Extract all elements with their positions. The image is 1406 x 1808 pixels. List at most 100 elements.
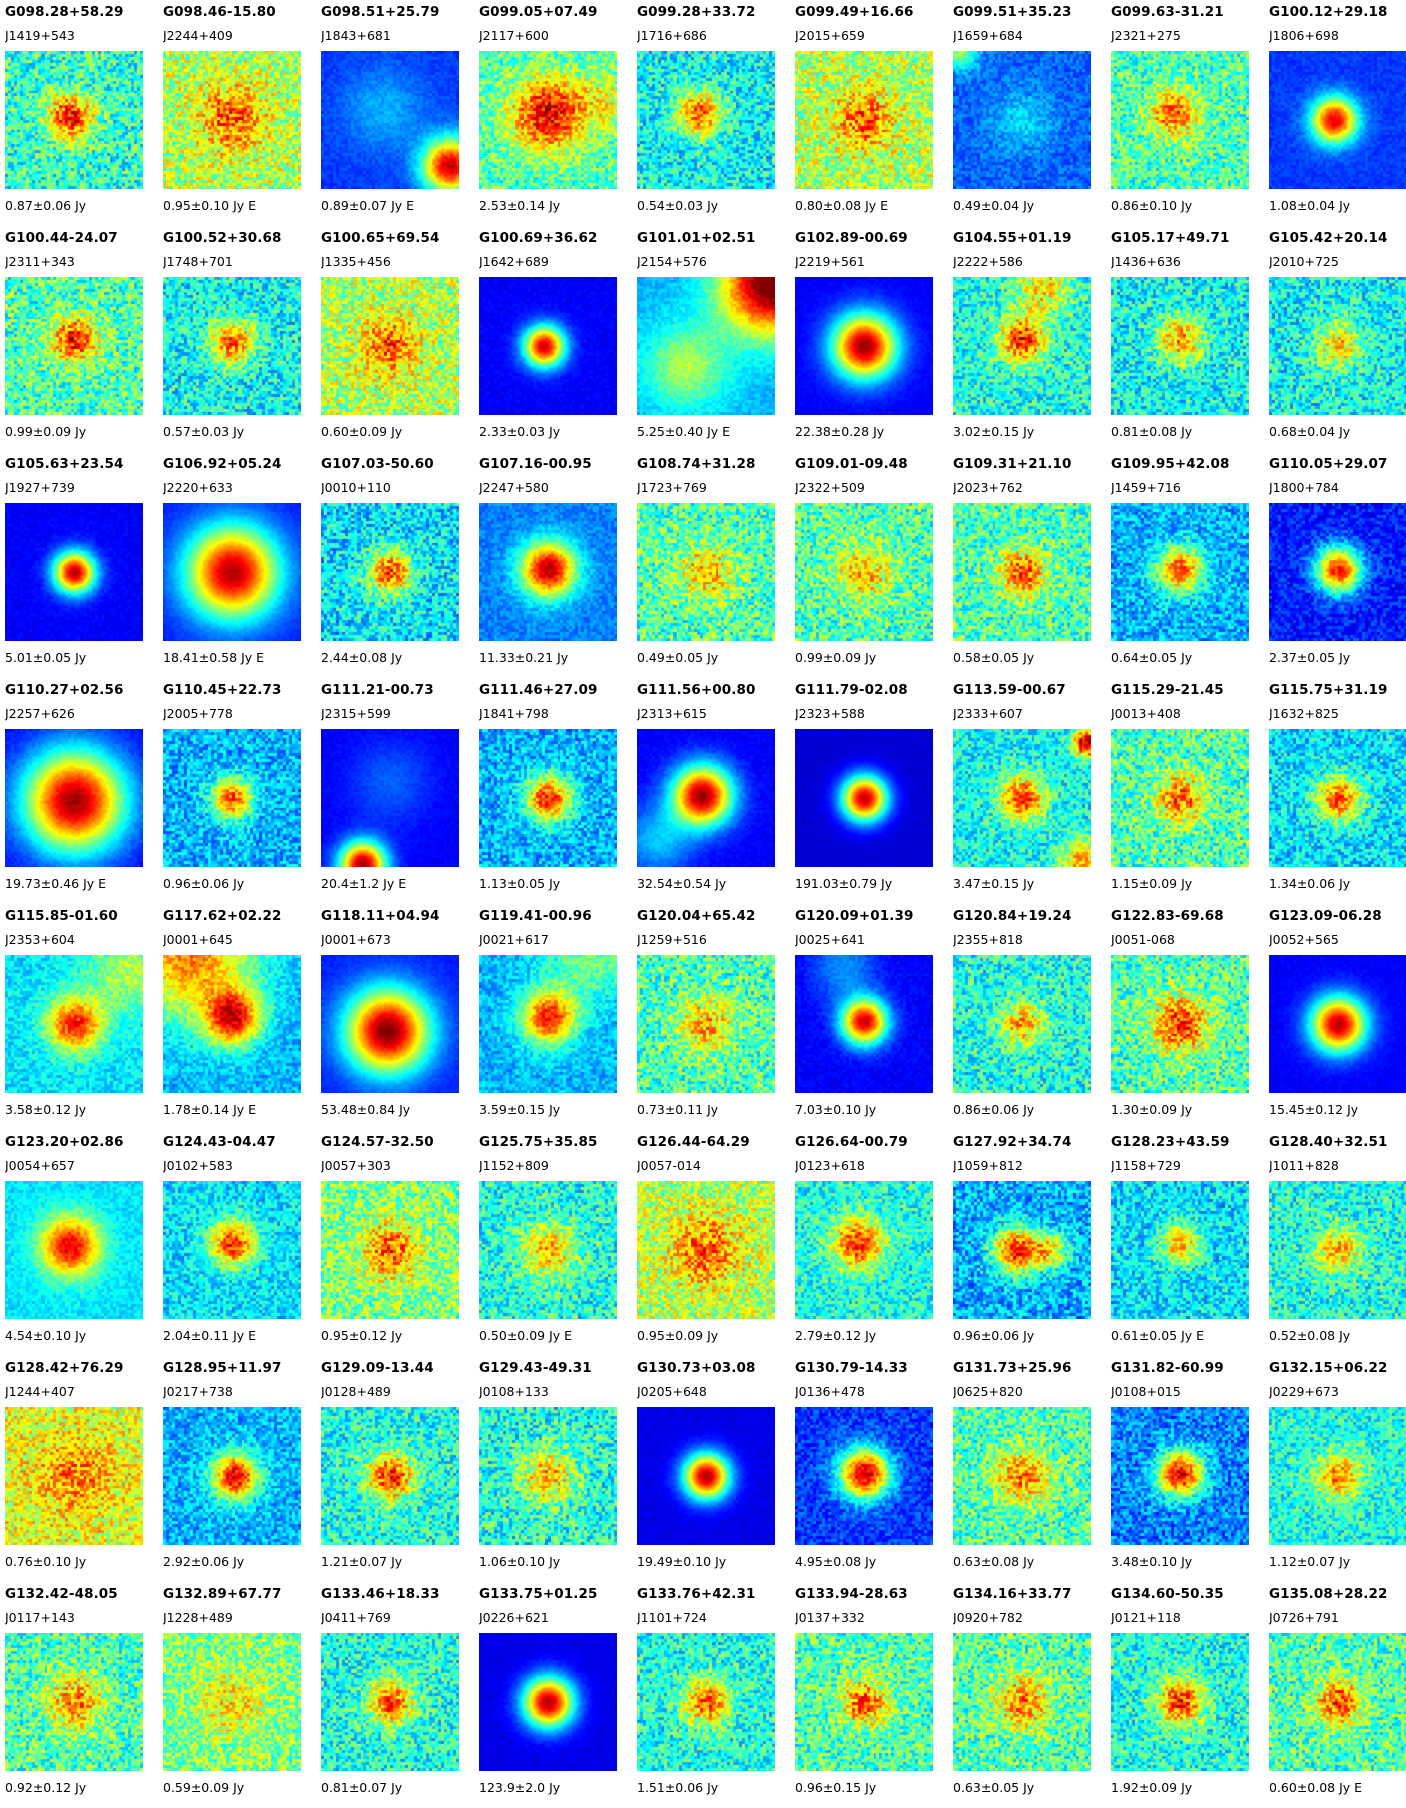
source-thumbnail-image [163,955,301,1093]
source-cell: G107.16-00.95 J2247+580 11.33±0.21 Jy [479,452,637,678]
galactic-name: G111.79-02.08 [795,682,908,698]
flux-density: 0.89±0.07 Jy E [321,198,415,213]
flux-density: 1.12±0.07 Jy [1269,1554,1351,1569]
flux-density: 0.92±0.12 Jy [5,1780,87,1795]
j2000-name: J0205+648 [637,1384,707,1399]
galactic-name: G110.05+29.07 [1269,456,1388,472]
j2000-name: J1748+701 [163,254,233,269]
j2000-name: J0001+645 [163,932,233,947]
j2000-name: J0057-014 [637,1158,701,1173]
source-cell: G110.45+22.73 J2005+778 0.96±0.06 Jy [163,678,321,904]
source-cell: G128.95+11.97 J0217+738 2.92±0.06 Jy [163,1356,321,1582]
source-cell: G098.46-15.80 J2244+409 0.95±0.10 Jy E [163,0,321,226]
flux-density: 1.92±0.09 Jy [1111,1780,1193,1795]
j2000-name: J0920+782 [953,1610,1023,1625]
source-thumbnail-image [1269,51,1406,189]
flux-density: 0.49±0.04 Jy [953,198,1035,213]
galactic-name: G100.65+69.54 [321,230,440,246]
galactic-name: G129.09-13.44 [321,1360,434,1376]
flux-density: 19.49±0.10 Jy [637,1554,727,1569]
source-cell: G098.51+25.79 J1843+681 0.89±0.07 Jy E [321,0,479,226]
galactic-name: G108.74+31.28 [637,456,756,472]
galactic-name: G110.27+02.56 [5,682,124,698]
j2000-name: J0102+583 [163,1158,233,1173]
source-thumbnail-image [1111,1407,1249,1545]
flux-density: 0.60±0.08 Jy E [1269,1780,1363,1795]
galactic-name: G099.05+07.49 [479,4,598,20]
source-cell: G132.42-48.05 J0117+143 0.92±0.12 Jy [5,1582,163,1808]
flux-density: 0.96±0.06 Jy [953,1328,1035,1343]
galactic-name: G128.95+11.97 [163,1360,282,1376]
source-cell: G124.57-32.50 J0057+303 0.95±0.12 Jy [321,1130,479,1356]
galactic-name: G122.83-69.68 [1111,908,1224,924]
source-thumbnail-image [953,955,1091,1093]
source-cell: G128.42+76.29 J1244+407 0.76±0.10 Jy [5,1356,163,1582]
source-cell: G111.46+27.09 J1841+798 1.13±0.05 Jy [479,678,637,904]
j2000-name: J2219+561 [795,254,865,269]
galactic-name: G133.76+42.31 [637,1586,756,1602]
source-thumbnail-image [795,51,933,189]
flux-density: 2.92±0.06 Jy [163,1554,245,1569]
flux-density: 0.86±0.10 Jy [1111,198,1193,213]
galactic-name: G133.46+18.33 [321,1586,440,1602]
flux-density: 11.33±0.21 Jy [479,650,569,665]
galactic-name: G111.21-00.73 [321,682,434,698]
source-thumbnail-image [953,1633,1091,1771]
source-thumbnail-image [479,503,617,641]
galactic-name: G130.79-14.33 [795,1360,908,1376]
galactic-name: G104.55+01.19 [953,230,1072,246]
flux-density: 0.99±0.09 Jy [795,650,877,665]
flux-density: 2.33±0.03 Jy [479,424,561,439]
flux-density: 1.78±0.14 Jy E [163,1102,257,1117]
j2000-name: J1152+809 [479,1158,549,1173]
source-cell: G122.83-69.68 J0051-068 1.30±0.09 Jy [1111,904,1269,1130]
flux-density: 3.58±0.12 Jy [5,1102,87,1117]
flux-density: 0.87±0.06 Jy [5,198,87,213]
j2000-name: J2010+725 [1269,254,1339,269]
flux-density: 1.34±0.06 Jy [1269,876,1351,891]
source-cell: G123.09-06.28 J0052+565 15.45±0.12 Jy [1269,904,1406,1130]
source-cell: G129.43-49.31 J0108+133 1.06±0.10 Jy [479,1356,637,1582]
source-cell: G133.76+42.31 J1101+724 1.51±0.06 Jy [637,1582,795,1808]
source-thumbnail-image [163,729,301,867]
j2000-name: J1841+798 [479,706,549,721]
flux-density: 0.63±0.05 Jy [953,1780,1035,1795]
galactic-name: G132.89+67.77 [163,1586,282,1602]
j2000-name: J2117+600 [479,28,549,43]
source-cell: G134.16+33.77 J0920+782 0.63±0.05 Jy [953,1582,1111,1808]
galactic-name: G115.85-01.60 [5,908,118,924]
flux-density: 2.79±0.12 Jy [795,1328,877,1343]
j2000-name: J2257+626 [5,706,75,721]
source-thumbnail-image [795,277,933,415]
source-cell: G099.49+16.66 J2015+659 0.80±0.08 Jy E [795,0,953,226]
galactic-name: G109.31+21.10 [953,456,1072,472]
j2000-name: J1642+689 [479,254,549,269]
j2000-name: J0217+738 [163,1384,233,1399]
galactic-name: G098.46-15.80 [163,4,276,20]
source-thumbnail-image [1269,503,1406,641]
source-thumbnail-image [1269,955,1406,1093]
j2000-name: J0625+820 [953,1384,1023,1399]
galactic-name: G098.51+25.79 [321,4,440,20]
source-thumbnail-image [5,277,143,415]
flux-density: 0.76±0.10 Jy [5,1554,87,1569]
source-thumbnail-image [637,503,775,641]
source-thumbnail-image [953,1407,1091,1545]
galactic-name: G105.63+23.54 [5,456,124,472]
j2000-name: J0021+617 [479,932,549,947]
galactic-name: G123.09-06.28 [1269,908,1382,924]
galactic-name: G099.51+35.23 [953,4,1072,20]
flux-density: 0.54±0.03 Jy [637,198,719,213]
source-cell: G127.92+34.74 J1059+812 0.96±0.06 Jy [953,1130,1111,1356]
galactic-name: G133.94-28.63 [795,1586,908,1602]
source-cell: G132.89+67.77 J1228+489 0.59±0.09 Jy [163,1582,321,1808]
flux-density: 15.45±0.12 Jy [1269,1102,1359,1117]
flux-density: 2.53±0.14 Jy [479,198,561,213]
source-cell: G132.15+06.22 J0229+673 1.12±0.07 Jy [1269,1356,1406,1582]
j2000-name: J0010+110 [321,480,391,495]
source-cell: G129.09-13.44 J0128+489 1.21±0.07 Jy [321,1356,479,1582]
flux-density: 7.03±0.10 Jy [795,1102,877,1117]
source-thumbnail-image [321,1633,459,1771]
source-cell: G130.79-14.33 J0136+478 4.95±0.08 Jy [795,1356,953,1582]
galactic-name: G118.11+04.94 [321,908,440,924]
